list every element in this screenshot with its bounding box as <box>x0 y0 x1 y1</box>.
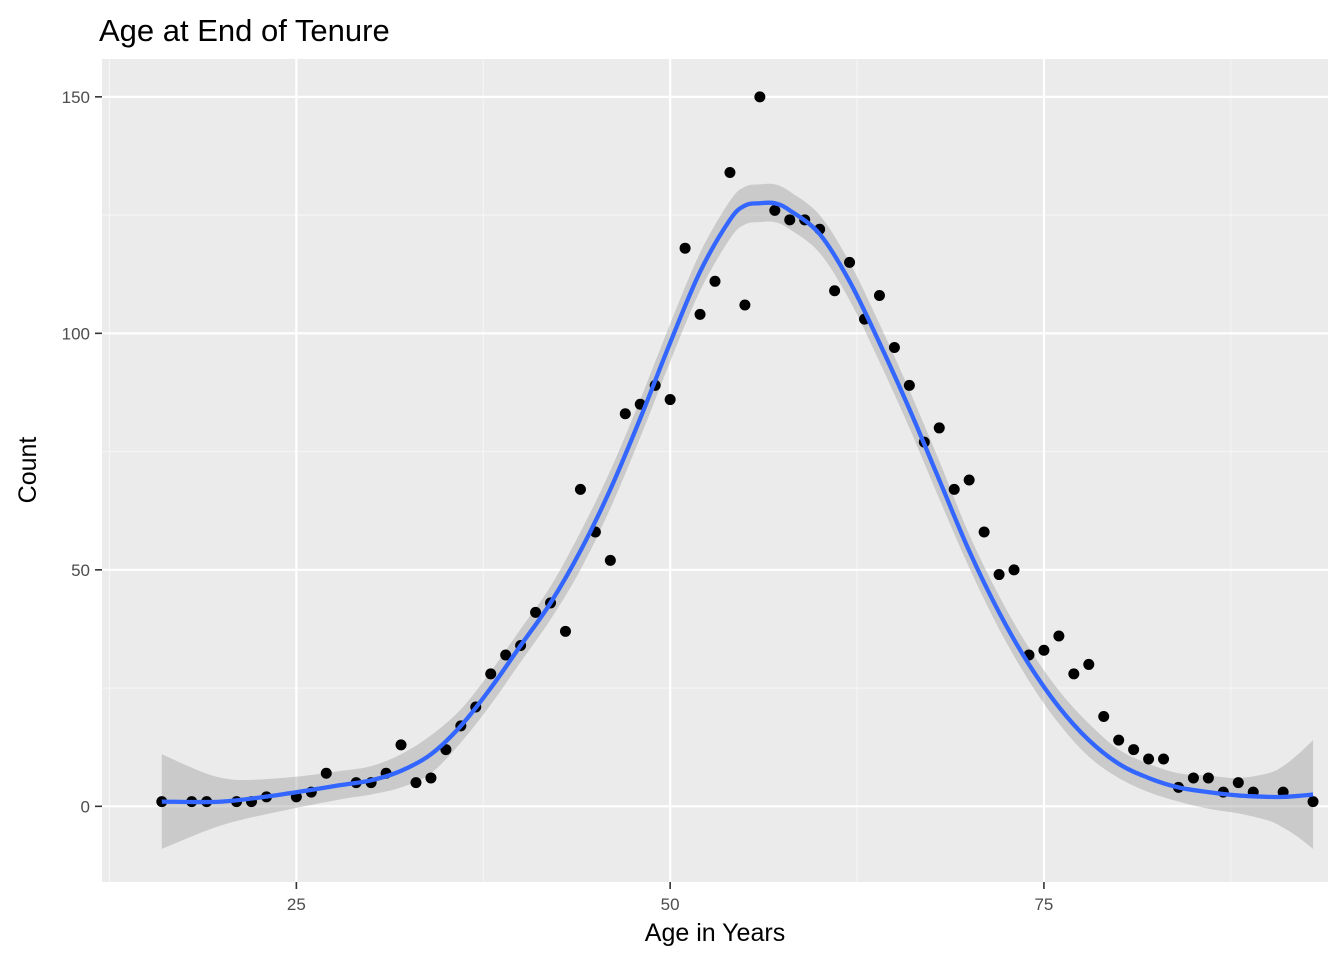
data-point <box>1128 744 1140 756</box>
data-point <box>559 625 571 637</box>
data-point <box>724 167 736 179</box>
x-tick-label: 75 <box>1034 895 1053 914</box>
y-tick-label: 0 <box>81 797 90 816</box>
x-tick-label: 25 <box>287 895 306 914</box>
data-point <box>425 772 437 784</box>
data-point <box>769 204 781 216</box>
smooth-trend-line <box>161 200 1314 805</box>
data-point <box>500 649 512 661</box>
x-tick-label: 50 <box>661 895 680 914</box>
data-point <box>1113 734 1125 746</box>
data-point <box>619 408 631 420</box>
data-point <box>948 483 960 495</box>
data-point <box>1053 630 1065 642</box>
data-point <box>1158 753 1170 765</box>
data-point <box>604 554 616 566</box>
data-point <box>888 342 900 354</box>
data-point <box>873 289 885 301</box>
data-point <box>485 668 497 680</box>
data-point <box>933 422 945 434</box>
data-point <box>395 739 407 751</box>
data-point <box>829 285 841 297</box>
data-point <box>320 767 332 779</box>
data-point <box>709 275 721 287</box>
data-point <box>903 379 915 391</box>
data-point <box>530 606 542 618</box>
data-point <box>784 214 796 226</box>
minor-gridlines <box>102 59 1328 882</box>
data-point <box>1143 753 1155 765</box>
x-axis: 25 50 75 <box>287 882 1053 914</box>
data-point <box>978 526 990 538</box>
data-point <box>963 474 975 486</box>
data-point <box>1068 668 1080 680</box>
data-point <box>844 256 856 268</box>
data-point <box>574 483 586 495</box>
data-point <box>1008 564 1020 576</box>
data-point <box>739 299 751 311</box>
y-tick-label: 150 <box>62 88 90 107</box>
y-tick-label: 100 <box>62 324 90 343</box>
data-point <box>694 308 706 320</box>
data-point <box>1232 777 1244 789</box>
y-axis: 0 50 100 150 <box>62 88 102 816</box>
x-axis-title: Age in Years <box>645 919 785 947</box>
confidence-ribbon <box>161 183 1314 849</box>
y-tick-label: 50 <box>71 561 90 580</box>
major-gridlines <box>102 59 1328 882</box>
data-point <box>664 394 676 406</box>
data-point <box>993 569 1005 581</box>
data-point <box>1202 772 1214 784</box>
data-point <box>1187 772 1199 784</box>
data-point <box>1098 710 1110 722</box>
plot-panel <box>102 59 1328 882</box>
data-point <box>1307 796 1319 808</box>
data-point <box>679 242 691 254</box>
data-point <box>1083 658 1095 670</box>
data-point <box>410 777 422 789</box>
chart-title: Age at End of Tenure <box>99 13 390 48</box>
data-point <box>1038 644 1050 656</box>
y-axis-title: Count <box>14 437 42 504</box>
data-point <box>754 91 766 103</box>
